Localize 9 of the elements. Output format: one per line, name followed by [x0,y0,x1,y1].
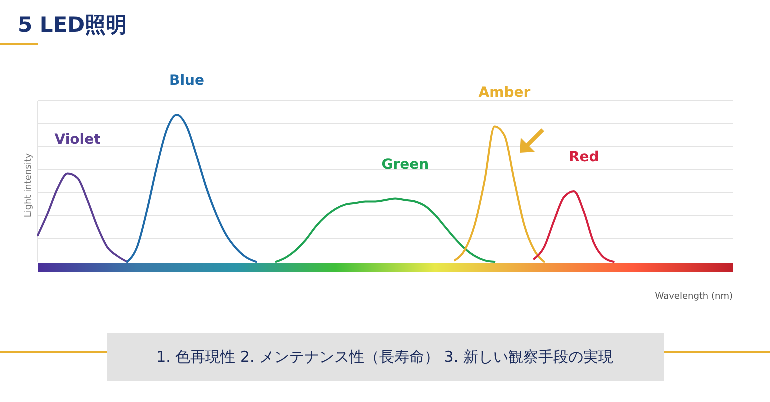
series-label: Green [382,156,430,173]
text: 1. 色再現性 2. メンテナンス性（長寿命） 3. 新しい観察手段の実現 [156,348,614,366]
chart-title: 5 LED照明 [18,13,128,37]
text: Amber [478,84,531,101]
x-axis-title: Wavelength (nm) [655,292,733,302]
y-axis-title: Light intensity [24,152,34,218]
series-label: Red [568,149,600,166]
series-label: Blue [170,73,204,89]
text: Violet [54,132,102,148]
